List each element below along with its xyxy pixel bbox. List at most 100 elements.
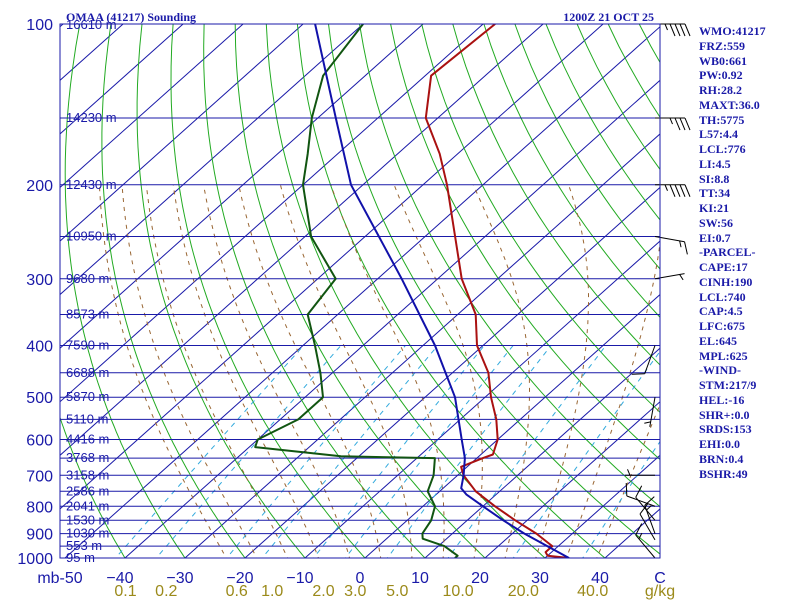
mixing-ratio-tick-label: 0.6 bbox=[226, 583, 248, 600]
pressure-tick-label: 700 bbox=[26, 468, 53, 485]
wind-barb bbox=[635, 523, 656, 559]
mixing-ratio-line bbox=[447, 345, 607, 558]
index-item: -WIND- bbox=[699, 363, 741, 378]
index-item: SW:56 bbox=[699, 215, 734, 230]
moist-adiabat bbox=[99, 184, 227, 558]
isotherm-line bbox=[60, 24, 244, 189]
index-item: PW:0.92 bbox=[699, 68, 743, 83]
mixing-ratio-tick-label: 5.0 bbox=[386, 583, 408, 600]
height-label: 553 m bbox=[66, 538, 102, 553]
wind-barb bbox=[625, 482, 656, 507]
pressure-tick-label: 200 bbox=[26, 178, 53, 195]
index-item: -PARCEL- bbox=[699, 245, 756, 260]
mixing-ratio-tick-label: 2.0 bbox=[312, 583, 334, 600]
wind-barb bbox=[635, 485, 656, 521]
moist-adiabat bbox=[238, 184, 382, 558]
wind-barb bbox=[644, 397, 656, 427]
isotherm-line bbox=[60, 24, 424, 349]
index-item: STM:217/9 bbox=[699, 378, 757, 392]
isotherm-line bbox=[60, 24, 544, 456]
dry-adiabat bbox=[483, 24, 660, 318]
isotherm-line bbox=[424, 347, 660, 558]
dry-adiabat bbox=[64, 24, 186, 558]
mixing-ratio-tick-label: 0.1 bbox=[114, 583, 136, 600]
height-label: 95 m bbox=[66, 550, 95, 565]
height-label: 1530 m bbox=[66, 512, 109, 527]
index-item: TT:34 bbox=[699, 186, 731, 201]
height-label: 5870 m bbox=[66, 389, 109, 404]
height-label: 5110 m bbox=[66, 411, 108, 426]
isotherm-line bbox=[64, 26, 660, 558]
dry-adiabat bbox=[390, 24, 660, 461]
isotherm-line bbox=[60, 24, 484, 403]
moist-adiabat bbox=[393, 184, 483, 558]
dry-adiabat bbox=[452, 24, 660, 366]
temperature-tick-label: 30 bbox=[531, 570, 549, 587]
temperature-tick-label: −40 bbox=[106, 570, 133, 587]
mixing-ratio-line bbox=[312, 345, 485, 558]
mixing-ratio-tick-label: 10.0 bbox=[443, 583, 474, 600]
index-item: HEL:-16 bbox=[699, 392, 745, 407]
moist-adiabat bbox=[472, 184, 530, 558]
height-label: 12430 m bbox=[66, 177, 117, 192]
index-item: LFC:675 bbox=[699, 319, 745, 333]
wind-barb bbox=[639, 503, 656, 541]
temperature-tick-label: 20 bbox=[471, 570, 489, 587]
moist-adiabat bbox=[596, 403, 660, 558]
isotherm-line bbox=[60, 24, 604, 510]
temperature-tick-label: 10 bbox=[411, 570, 429, 587]
isotherm-line bbox=[484, 401, 660, 558]
index-item: SRDS:153 bbox=[699, 422, 752, 437]
mixing-ratio-line bbox=[261, 345, 439, 558]
index-item: RH:28.2 bbox=[699, 83, 742, 97]
dry-adiabat bbox=[421, 24, 660, 413]
index-item: EHI:0.0 bbox=[699, 437, 741, 451]
chart-title: OMAA (41217) Sounding bbox=[66, 10, 196, 24]
index-item: LCL:776 bbox=[699, 142, 746, 156]
parcel-trace bbox=[314, 24, 570, 558]
temperature-trace bbox=[424, 24, 570, 558]
dry-adiabat bbox=[234, 24, 486, 558]
mixing-ratio-unit: g/kg bbox=[645, 583, 675, 600]
index-item: CAP:4.5 bbox=[699, 304, 743, 319]
pressure-tick-label: 400 bbox=[26, 339, 53, 356]
plot-frame bbox=[59, 23, 661, 559]
sounding-traces bbox=[254, 24, 570, 558]
pressure-tick-label: 300 bbox=[26, 272, 53, 289]
mixing-ratio-line bbox=[226, 345, 406, 558]
index-item: EL:645 bbox=[699, 333, 738, 348]
mixing-ratio-tick-label: 40.0 bbox=[577, 583, 608, 600]
dry-adiabat bbox=[328, 24, 660, 555]
height-label: 3158 m bbox=[66, 467, 109, 482]
moist-adiabat bbox=[330, 184, 445, 558]
height-label: 10950 m bbox=[66, 229, 117, 244]
mixing-ratio-line bbox=[114, 345, 304, 558]
height-label: 1030 m bbox=[66, 526, 109, 541]
isotherm-line bbox=[60, 24, 364, 296]
pressure-tick-label: 1000 bbox=[17, 551, 53, 568]
mixing-ratio-line bbox=[155, 345, 342, 558]
temperature-tick-label: −10 bbox=[286, 570, 313, 587]
mixing-ratio-tick-label: 20.0 bbox=[508, 583, 539, 600]
dry-adiabat bbox=[60, 415, 126, 558]
mixing-ratio-tick-label: 1.0 bbox=[261, 583, 283, 600]
mixing-ratio-line bbox=[386, 345, 552, 558]
index-item: KI:21 bbox=[699, 201, 729, 215]
temperature-tick-label: C bbox=[654, 570, 666, 587]
height-label: 6688 m bbox=[66, 365, 109, 380]
index-item: LI:4.5 bbox=[699, 156, 731, 171]
temperature-tick-label: mb-50 bbox=[37, 570, 82, 587]
mixing-ratio-tick-label: 0.2 bbox=[155, 583, 177, 600]
index-item: FRZ:559 bbox=[699, 38, 745, 53]
height-label: 2586 m bbox=[66, 483, 109, 498]
temperature-tick-label: −30 bbox=[166, 570, 193, 587]
dry-adiabat bbox=[101, 24, 246, 558]
pressure-tick-label: 100 bbox=[26, 17, 53, 34]
height-label: 3768 m bbox=[66, 450, 109, 465]
height-label: 4416 m bbox=[66, 432, 109, 447]
isotherm-line bbox=[60, 24, 184, 135]
moist-adiabat bbox=[203, 184, 351, 558]
dry-adiabat bbox=[203, 24, 426, 558]
index-item: MPL:625 bbox=[699, 348, 748, 363]
